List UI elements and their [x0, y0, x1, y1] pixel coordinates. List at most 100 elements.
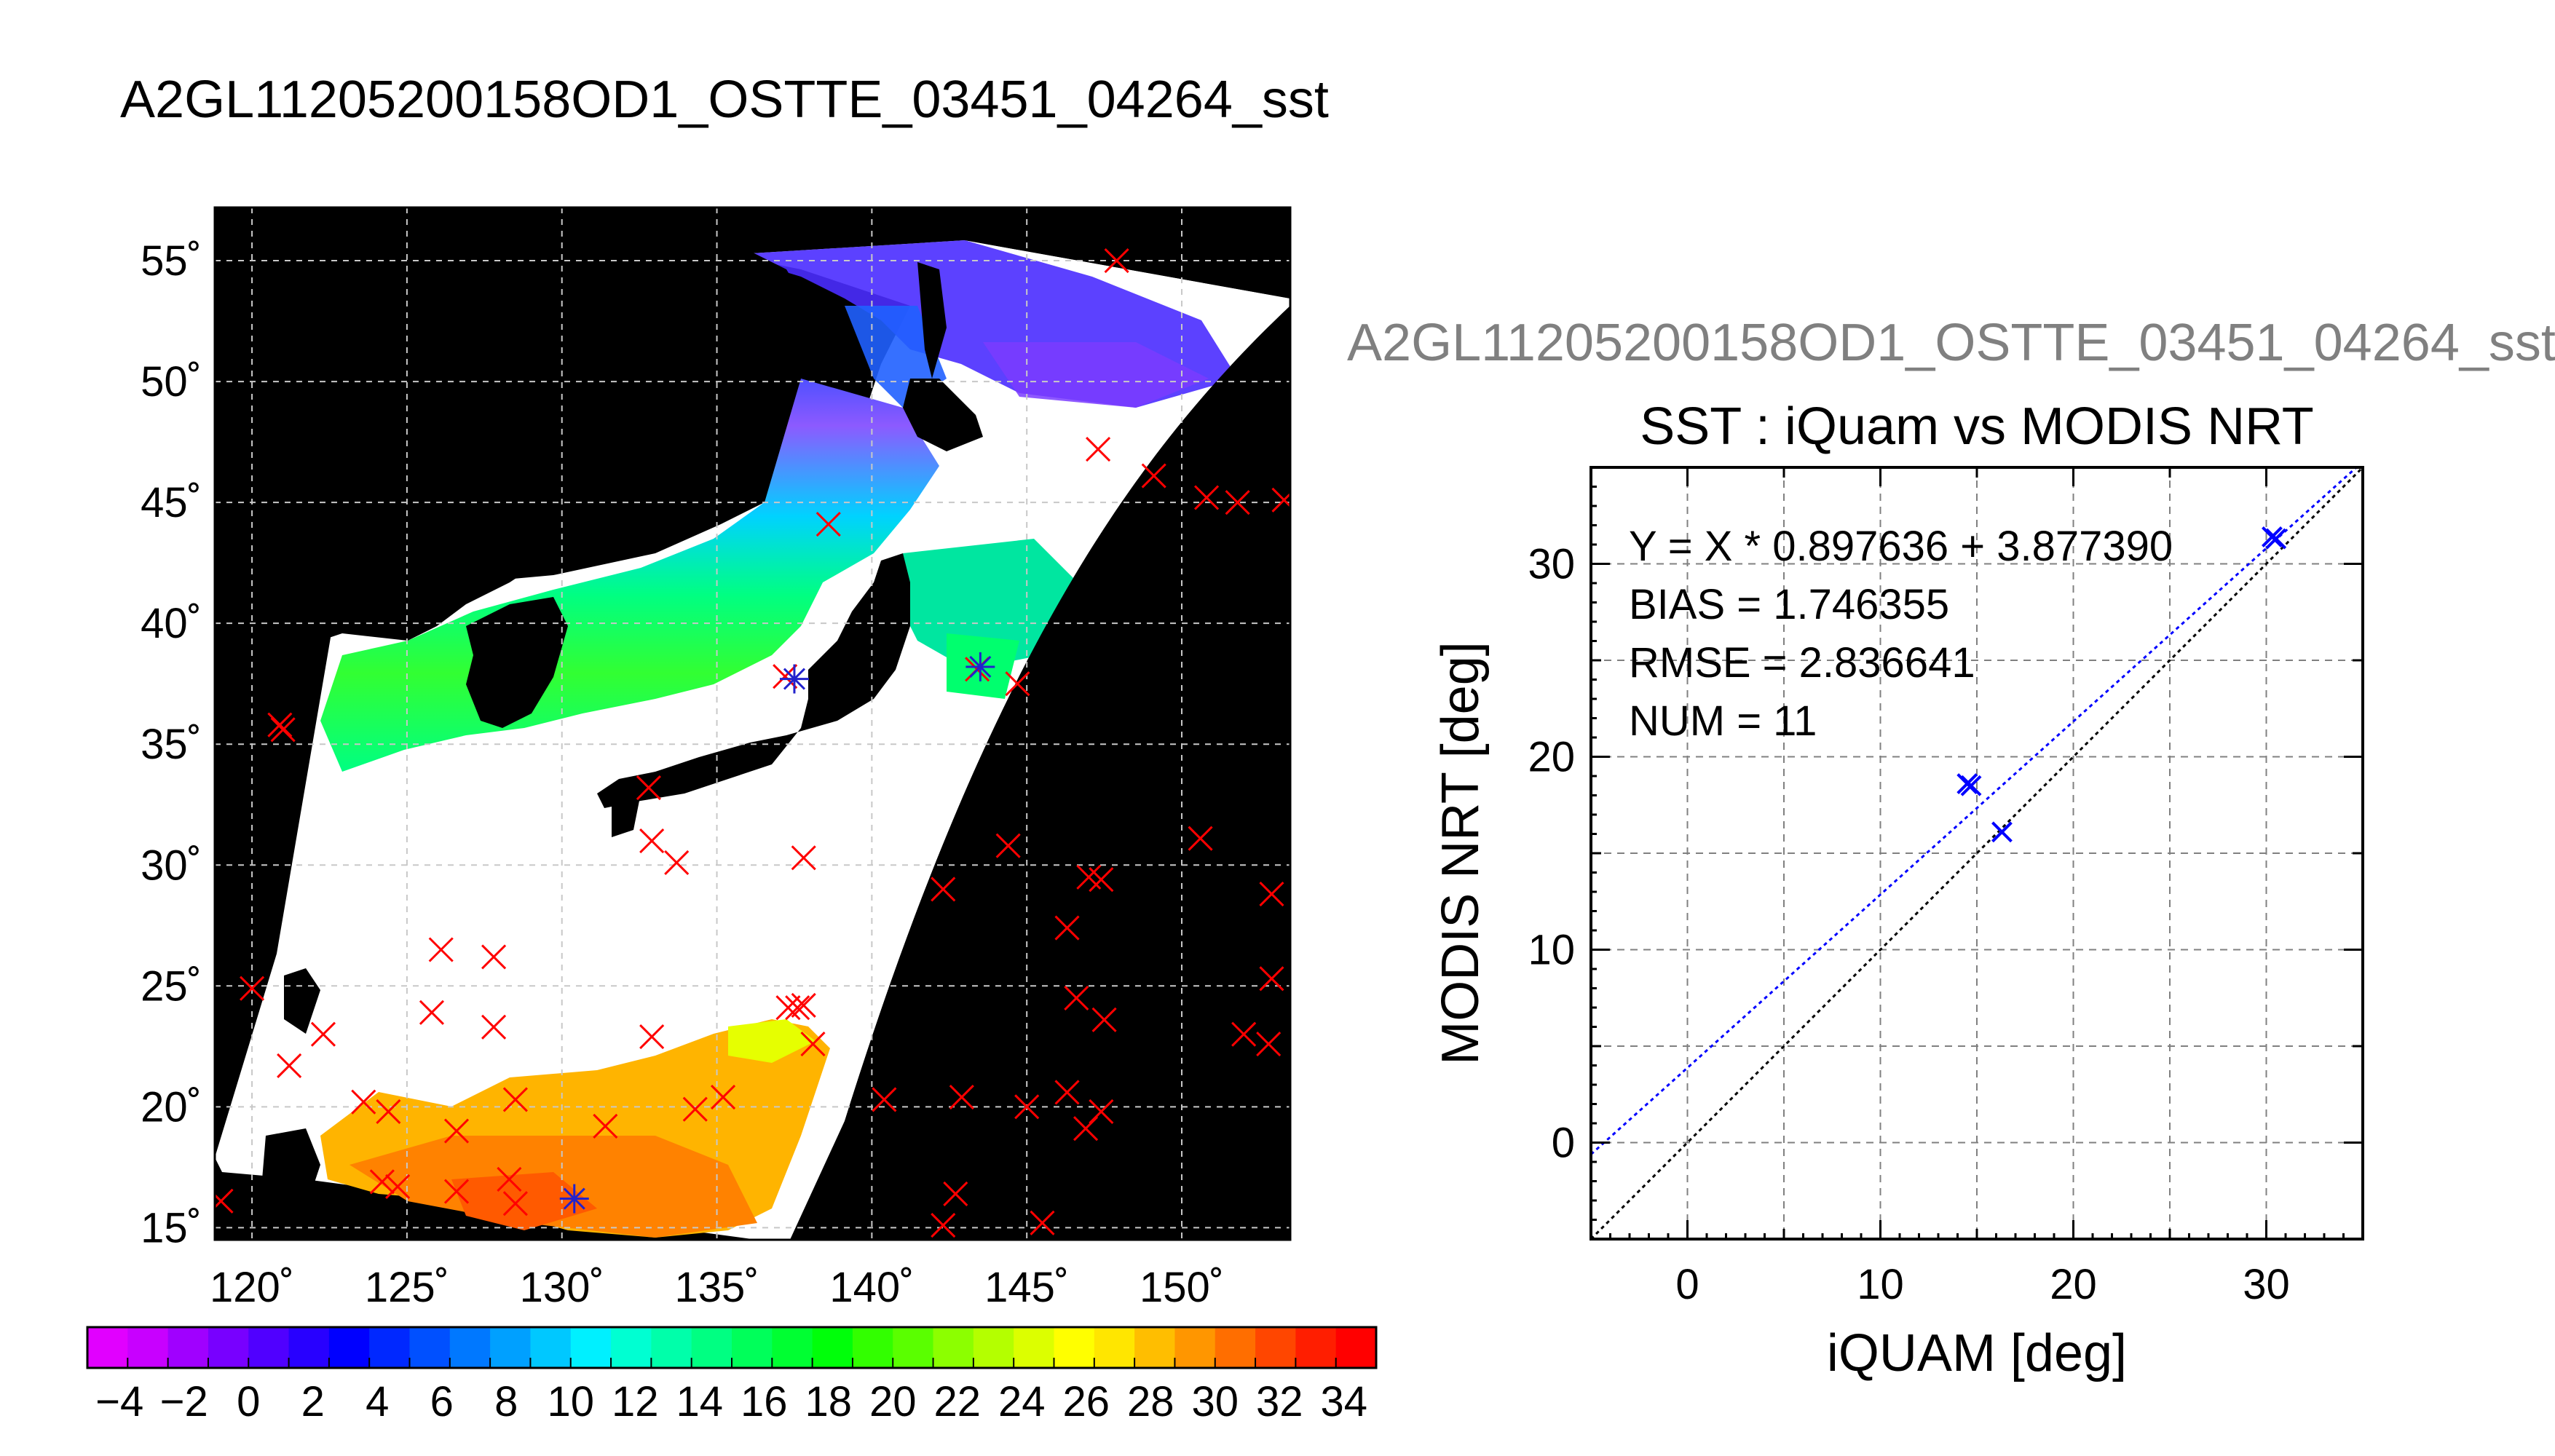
matchup-x-marker [995, 833, 1021, 858]
land-japan [597, 553, 910, 808]
matchup-x-marker [267, 712, 293, 737]
matchup-x-marker [215, 1188, 234, 1214]
matchup-x-marker [800, 1031, 826, 1057]
colorbar-tick-label: 32 [1256, 1378, 1303, 1425]
colorbar-cell [1215, 1327, 1256, 1368]
matchup-x-marker [270, 717, 296, 743]
matchup-x-marker [1091, 1007, 1117, 1032]
matchup-x-marker [1086, 437, 1111, 462]
colorbar-cell [530, 1327, 572, 1368]
colorbar-cell [328, 1327, 370, 1368]
lat-tick-label: 20˚ [141, 1083, 202, 1131]
matchup-x-marker [502, 1191, 528, 1216]
colorbar-tick-label: 20 [869, 1378, 917, 1425]
matchup-star-marker [779, 664, 809, 694]
colorbar-cell [369, 1327, 411, 1368]
matchup-x-marker [369, 1169, 395, 1195]
swath-cloud-area [215, 240, 1290, 1240]
matchup-x-marker [376, 1099, 401, 1125]
lon-tick-label: 125˚ [365, 1264, 449, 1311]
colorbar-cell [87, 1327, 128, 1368]
colorbar-cell [1014, 1327, 1055, 1368]
matchup-x-marker [1054, 915, 1080, 941]
matchup-x-marker [791, 845, 816, 871]
matchup-x-marker [785, 995, 810, 1021]
matchup-x-marker [1194, 485, 1220, 510]
colorbar-tick-label: 14 [676, 1378, 723, 1425]
y-tick-label: 20 [1528, 734, 1575, 781]
colorbar-tick-label: 10 [547, 1378, 594, 1425]
num-value: NUM = 11 [1629, 697, 1817, 745]
x-tick-label: 10 [1857, 1261, 1904, 1308]
matchup-x-marker [791, 992, 816, 1018]
matchup-x-marker [351, 1089, 376, 1115]
land-asia-mainland [215, 207, 823, 1128]
matchup-x-marker [1259, 966, 1284, 992]
matchup-x-marker [1005, 671, 1030, 697]
lon-tick-label: 135˚ [675, 1264, 759, 1311]
matchup-x-marker [502, 1087, 528, 1112]
scatter-y-tick-labels: 0 10 20 30 [1528, 541, 1575, 1167]
regression-equation: Y = X * 0.897636 + 3.877390 [1629, 523, 2173, 570]
colorbar-tick-label: 12 [612, 1378, 659, 1425]
matchup-x-marker [443, 1179, 470, 1204]
matchup-x-marker [428, 937, 454, 962]
scatter-grid [1591, 467, 2363, 1239]
swath-edge-nodata [790, 306, 1290, 1240]
matchup-x-marker [1259, 882, 1284, 907]
colorbar-tick-label: 26 [1062, 1378, 1110, 1425]
sst-map: 55˚ 50˚ 45˚ 40˚ 35˚ 30˚ 25˚ 20˚ 15˚ 120˚ 125˚ 130˚… [141, 206, 1292, 1311]
matchup-x-marker [1030, 1210, 1055, 1235]
colorbar-labels: −4 −2 0 2 4 6 8 10 12 14 16 18 20 22 24 26 28 30 32 34 [95, 1378, 1367, 1425]
scatter-plot: SST : iQuam vs MODIS NRT 0 10 20 30 0 10 20 30… [1431, 397, 2364, 1382]
matchup-x-marker [310, 1021, 336, 1047]
matchup-x-marker [1064, 985, 1089, 1010]
x-tick-label: 0 [1675, 1261, 1699, 1308]
colorbar-cell [611, 1327, 652, 1368]
colorbar-tick-label: 4 [366, 1378, 389, 1425]
colorbar-tick-label: 22 [933, 1378, 981, 1425]
colorbar-cell [732, 1327, 773, 1368]
lat-tick-label: 45˚ [141, 479, 202, 526]
matchup-star-marker [965, 652, 995, 681]
scatter-point [1960, 775, 1982, 796]
matchup-x-marker [1141, 463, 1166, 488]
matchup-x-marker [1089, 867, 1114, 893]
colorbar-cell [933, 1327, 974, 1368]
regression-line [1591, 467, 2358, 1155]
colorbar-tick-label: 28 [1127, 1378, 1174, 1425]
matchup-x-marker [277, 1053, 302, 1078]
colorbar-tick-label: 16 [741, 1378, 788, 1425]
colorbar-cell [248, 1327, 290, 1368]
land-luzon [262, 1128, 320, 1223]
matchup-x-marker [639, 828, 665, 854]
lat-tick-label: 40˚ [141, 600, 202, 647]
colorbar-cell [449, 1327, 491, 1368]
colorbar-tick-label: 6 [430, 1378, 454, 1425]
colorbar-cell [1255, 1327, 1296, 1368]
matchup-x-marker [636, 775, 661, 801]
colorbar-cell [651, 1327, 692, 1368]
matchup-x-marker [1014, 1094, 1040, 1120]
lon-tick-label: 150˚ [1140, 1264, 1224, 1311]
colorbar-tick-label: 18 [805, 1378, 852, 1425]
colorbar-tick-label: 8 [494, 1378, 518, 1425]
scatter-point [2265, 528, 2287, 550]
matchup-x-marker [385, 1174, 411, 1200]
colorbar-tick-label: 24 [998, 1378, 1046, 1425]
matchup-x-marker [816, 511, 841, 537]
lat-tick-label: 25˚ [141, 962, 202, 1010]
lat-tick-label: 55˚ [141, 237, 202, 285]
matchup-x-marker [1073, 1116, 1099, 1142]
x-tick-label: 20 [2050, 1261, 2097, 1308]
matchup-x-marker [872, 1087, 897, 1112]
page-title: A2GL11205200158OD1_OSTTE_03451_04264_sst [120, 71, 1329, 129]
lat-tick-label: 30˚ [141, 842, 202, 889]
matchup-x-marker [775, 995, 801, 1021]
colorbar-cell [1054, 1327, 1095, 1368]
colorbar-cell [1134, 1327, 1176, 1368]
colorbar-tick-label: 0 [237, 1378, 260, 1425]
matchup-x-marker [1225, 490, 1250, 515]
matchup-x-marker [931, 1213, 956, 1238]
